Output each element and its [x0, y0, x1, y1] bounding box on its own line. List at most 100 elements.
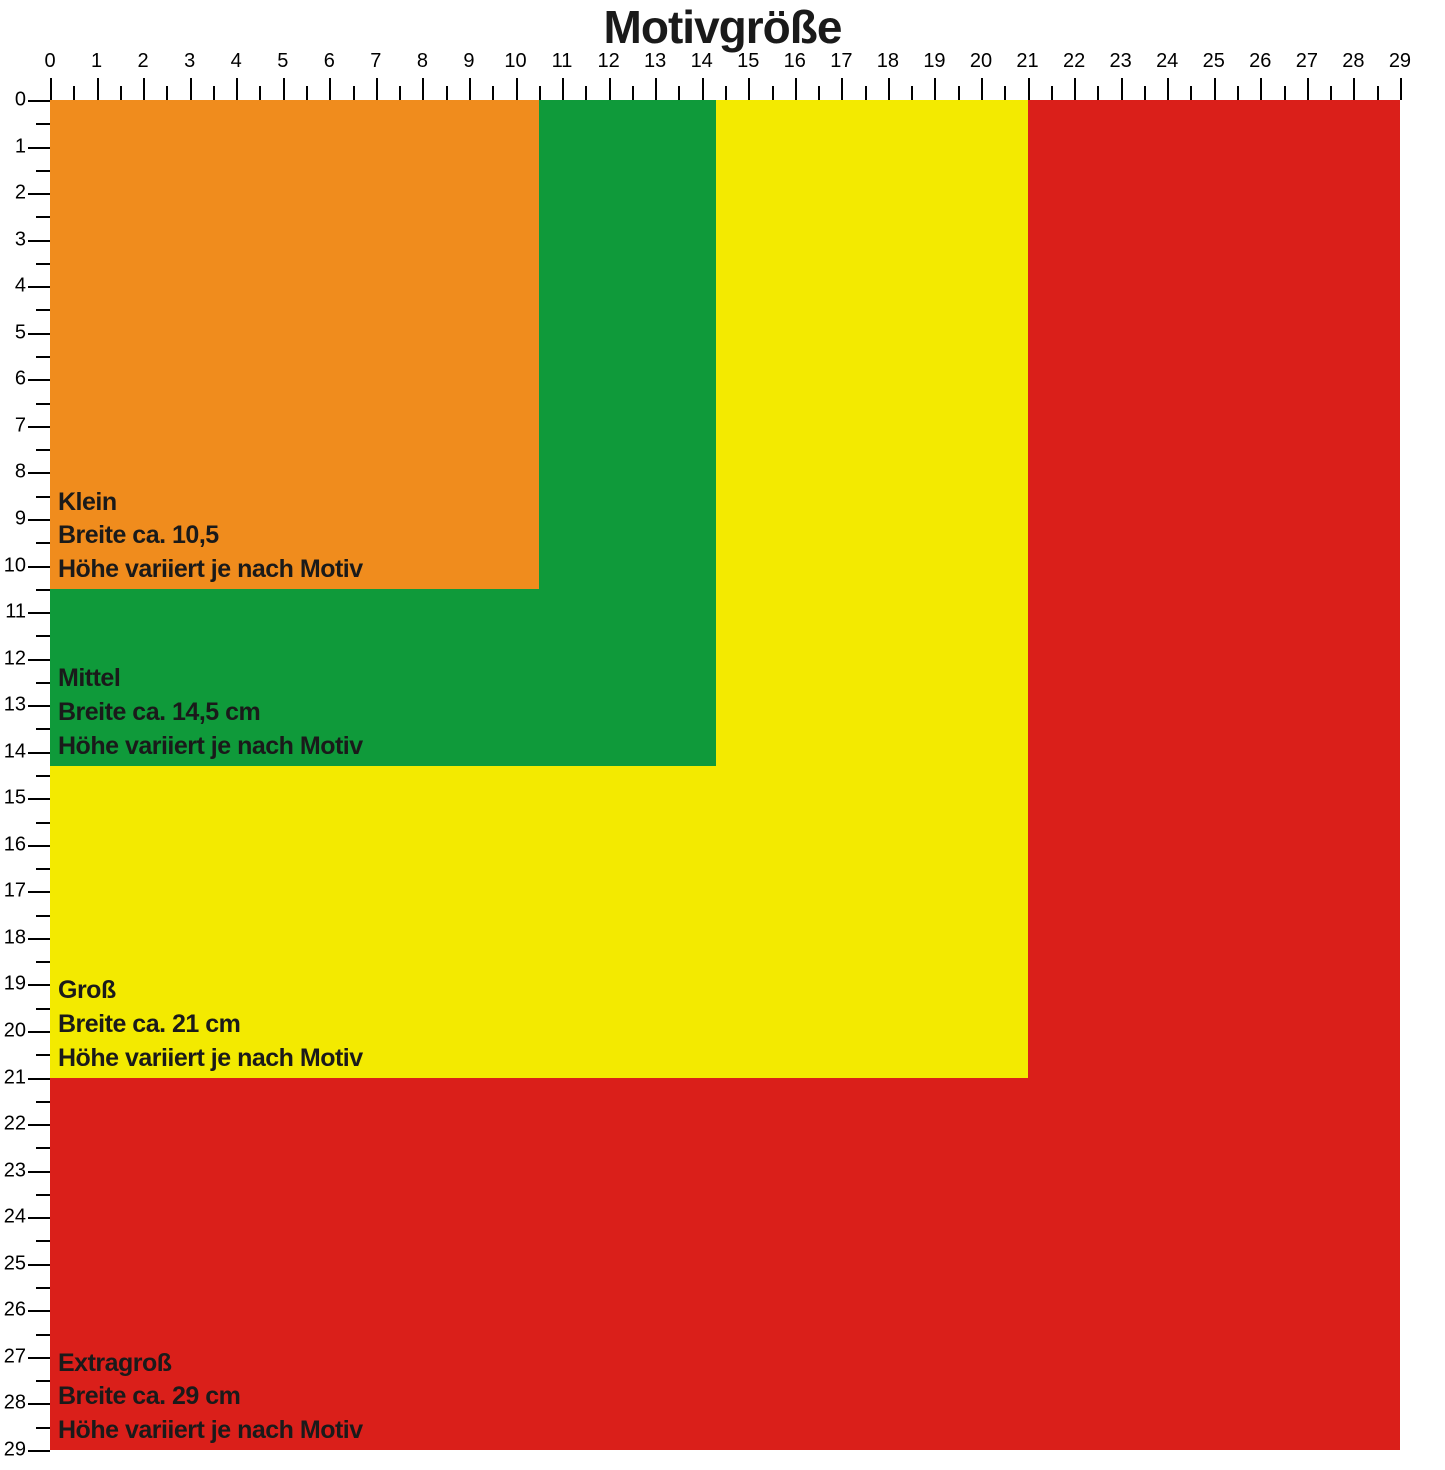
ruler-top-tick-major — [236, 78, 238, 100]
ruler-top-tick-minor — [1004, 86, 1006, 100]
ruler-top-label: 7 — [370, 50, 381, 73]
ruler-left-tick-minor — [36, 1334, 50, 1336]
ruler-left-tick-major — [28, 891, 50, 893]
ruler-left-tick-major — [28, 286, 50, 288]
ruler-top-tick-minor — [958, 86, 960, 100]
ruler-top-label: 18 — [877, 50, 899, 73]
ruler-top-label: 1 — [91, 50, 102, 73]
chart-area: ExtragroßBreite ca. 29 cmHöhe variiert j… — [50, 100, 1400, 1450]
ruler-left-tick-minor — [36, 1287, 50, 1289]
ruler-left-tick-major — [28, 705, 50, 707]
ruler-left-label: 10 — [0, 554, 26, 577]
ruler-left-tick-minor — [36, 1008, 50, 1010]
ruler-top-tick-minor — [1284, 86, 1286, 100]
ruler-left-tick-minor — [36, 1054, 50, 1056]
ruler-top-tick-minor — [120, 86, 122, 100]
ruler-left-label: 3 — [0, 228, 26, 251]
ruler-left-tick-minor — [36, 449, 50, 451]
ruler-left-tick-major — [28, 659, 50, 661]
ruler-top-tick-major — [376, 78, 378, 100]
ruler-left-label: 25 — [0, 1252, 26, 1275]
ruler-left-label: 17 — [0, 880, 26, 903]
ruler-top-tick-minor — [865, 86, 867, 100]
ruler-top-tick-minor — [446, 86, 448, 100]
ruler-top-label: 21 — [1016, 50, 1038, 73]
ruler-left-label: 1 — [0, 135, 26, 158]
size-label-line: Extragroß — [58, 1347, 363, 1381]
ruler-top-label: 12 — [597, 50, 619, 73]
ruler-left-tick-major — [28, 1403, 50, 1405]
ruler-left-label: 0 — [0, 89, 26, 112]
ruler-top-label: 20 — [970, 50, 992, 73]
ruler-left-label: 12 — [0, 647, 26, 670]
ruler-left-tick-major — [28, 1078, 50, 1080]
ruler-top-tick-minor — [1144, 86, 1146, 100]
ruler-left-tick-minor — [36, 496, 50, 498]
ruler-left-tick-minor — [36, 1194, 50, 1196]
ruler-top-label: 14 — [691, 50, 713, 73]
ruler-top-tick-minor — [353, 86, 355, 100]
ruler-left-label: 4 — [0, 275, 26, 298]
ruler-left-tick-minor — [36, 961, 50, 963]
ruler-top-label: 11 — [552, 50, 573, 73]
ruler-top-label: 28 — [1342, 50, 1364, 73]
ruler-top-tick-minor — [818, 86, 820, 100]
ruler-left-tick-major — [28, 752, 50, 754]
ruler-left-tick-major — [28, 519, 50, 521]
ruler-top-tick-minor — [1377, 86, 1379, 100]
size-label-line: Breite ca. 14,5 cm — [58, 696, 363, 730]
ruler-top-tick-major — [516, 78, 518, 100]
ruler-top-tick-major — [748, 78, 750, 100]
ruler-top-tick-minor — [725, 86, 727, 100]
ruler-top-tick-major — [888, 78, 890, 100]
ruler-top-tick-major — [143, 78, 145, 100]
ruler-top-label: 24 — [1156, 50, 1178, 73]
ruler-top-label: 22 — [1063, 50, 1085, 73]
ruler-left-tick-major — [28, 798, 50, 800]
ruler-left-tick-minor — [36, 915, 50, 917]
ruler-left-tick-major — [28, 1310, 50, 1312]
ruler-top-label: 17 — [830, 50, 852, 73]
ruler-top-tick-minor — [306, 86, 308, 100]
ruler-left-tick-major — [28, 566, 50, 568]
size-label-line: Mittel — [58, 662, 363, 696]
ruler-left-tick-major — [28, 1124, 50, 1126]
ruler-top-tick-minor — [678, 86, 680, 100]
ruler-left-tick-minor — [36, 589, 50, 591]
size-label-line: Höhe variiert je nach Motiv — [58, 1414, 363, 1448]
ruler-left-label: 22 — [0, 1113, 26, 1136]
ruler-top-tick-minor — [911, 86, 913, 100]
ruler-top-tick-major — [1121, 78, 1123, 100]
ruler-left-tick-minor — [36, 822, 50, 824]
ruler-left-label: 21 — [0, 1066, 26, 1089]
ruler-top-tick-major — [50, 78, 52, 100]
ruler-left-tick-major — [28, 1031, 50, 1033]
ruler-left-tick-major — [28, 1264, 50, 1266]
ruler-left-label: 26 — [0, 1299, 26, 1322]
ruler-left-tick-major — [28, 845, 50, 847]
ruler-top-label: 15 — [737, 50, 759, 73]
ruler-left-tick-minor — [36, 216, 50, 218]
ruler-left-tick-major — [28, 426, 50, 428]
ruler-top-tick-major — [329, 78, 331, 100]
size-label-groß: GroßBreite ca. 21 cmHöhe variiert je nac… — [58, 974, 363, 1075]
ruler-left-tick-major — [28, 240, 50, 242]
ruler-left-tick-major — [28, 612, 50, 614]
ruler-top-tick-major — [562, 78, 564, 100]
ruler-left-label: 9 — [0, 507, 26, 530]
ruler-left: 0123456789101112131415161718192021222324… — [0, 100, 50, 1470]
ruler-left-label: 27 — [0, 1345, 26, 1368]
ruler-left-tick-minor — [36, 868, 50, 870]
ruler-left-label: 23 — [0, 1159, 26, 1182]
ruler-top-tick-minor — [1051, 86, 1053, 100]
ruler-top-tick-minor — [259, 86, 261, 100]
ruler-top-label: 9 — [463, 50, 474, 73]
ruler-top-tick-major — [283, 78, 285, 100]
ruler-top-tick-major — [1214, 78, 1216, 100]
ruler-top-tick-major — [97, 78, 99, 100]
ruler-left-tick-minor — [36, 356, 50, 358]
ruler-left-tick-minor — [36, 309, 50, 311]
ruler-top-tick-minor — [539, 86, 541, 100]
ruler-left-tick-minor — [36, 1240, 50, 1242]
ruler-top-label: 6 — [324, 50, 335, 73]
